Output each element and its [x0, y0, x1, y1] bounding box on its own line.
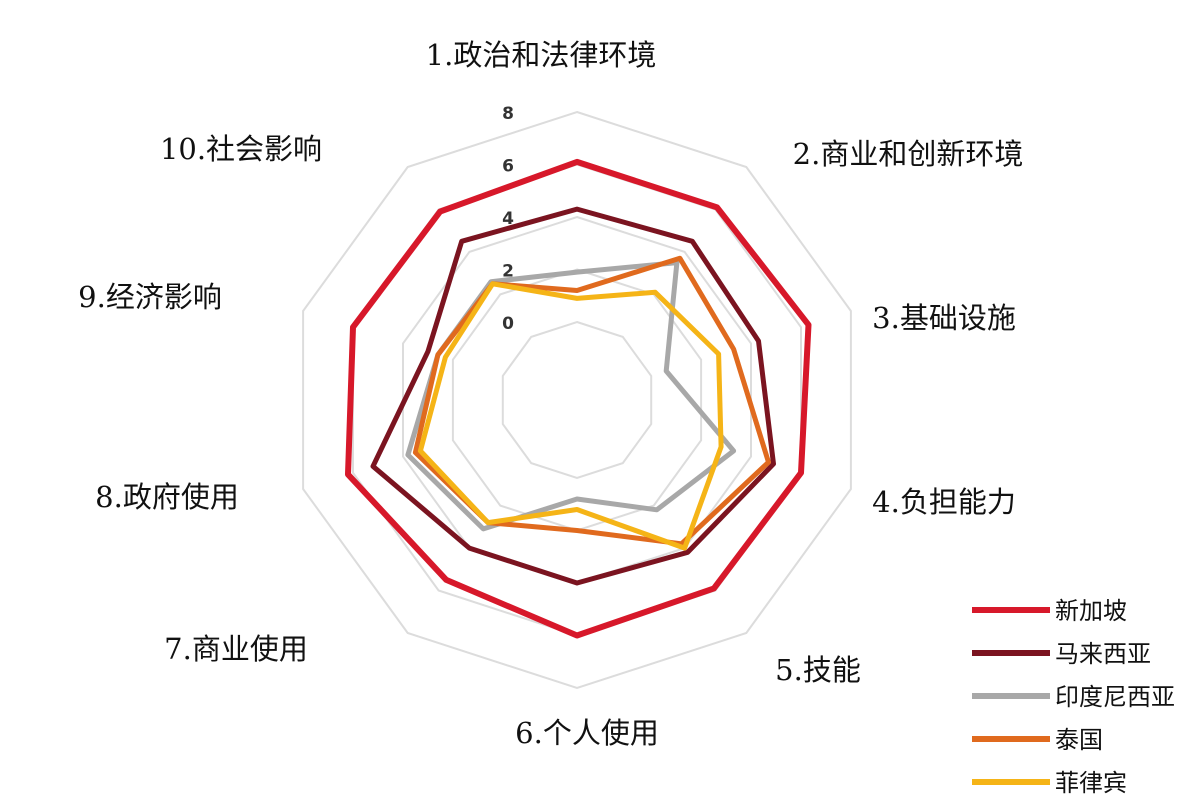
tick-label-6: 6 [502, 157, 514, 177]
category-label-1: 1.政治和法律环境 [426, 38, 657, 72]
tick-label-4: 4 [502, 209, 514, 229]
series-line-2 [370, 206, 776, 586]
tick-label-8: 8 [502, 104, 514, 124]
radar-grid [302, 110, 852, 690]
radial-tick-labels: 0 2 4 6 8 [502, 104, 514, 334]
grid-ring-2 [451, 268, 703, 532]
legend-label-1: 新加坡 [1055, 597, 1127, 625]
category-label-7: 7.商业使用 [164, 632, 308, 666]
category-label-10: 10.社会影响 [160, 132, 322, 166]
category-label-5: 5.技能 [775, 653, 861, 687]
legend-label-4: 泰国 [1055, 726, 1103, 754]
grid-ring-0 [501, 320, 653, 480]
grid-ring-8 [302, 110, 852, 690]
category-label-8: 8.政府使用 [95, 480, 239, 514]
series-line-4 [412, 255, 771, 547]
legend-label-5: 菲律宾 [1055, 769, 1127, 797]
category-labels: 1.政治和法律环境 2.商业和创新环境 3.基础设施 4.负担能力 5.技能 6.个人使用… [78, 38, 1023, 750]
tick-label-0: 0 [502, 314, 514, 334]
category-label-2: 2.商业和创新环境 [793, 137, 1024, 171]
legend-label-2: 马来西亚 [1055, 640, 1151, 668]
series-line-5 [417, 281, 724, 551]
series-line-1 [345, 158, 812, 639]
category-label-3: 3.基础设施 [872, 301, 1016, 335]
legend-label-3: 印度尼西亚 [1055, 683, 1175, 711]
tick-label-2: 2 [502, 262, 514, 282]
radar-series [345, 158, 812, 639]
category-label-4: 4.负担能力 [872, 485, 1016, 519]
category-label-6: 6.个人使用 [515, 716, 659, 750]
category-label-9: 9.经济影响 [78, 280, 222, 314]
